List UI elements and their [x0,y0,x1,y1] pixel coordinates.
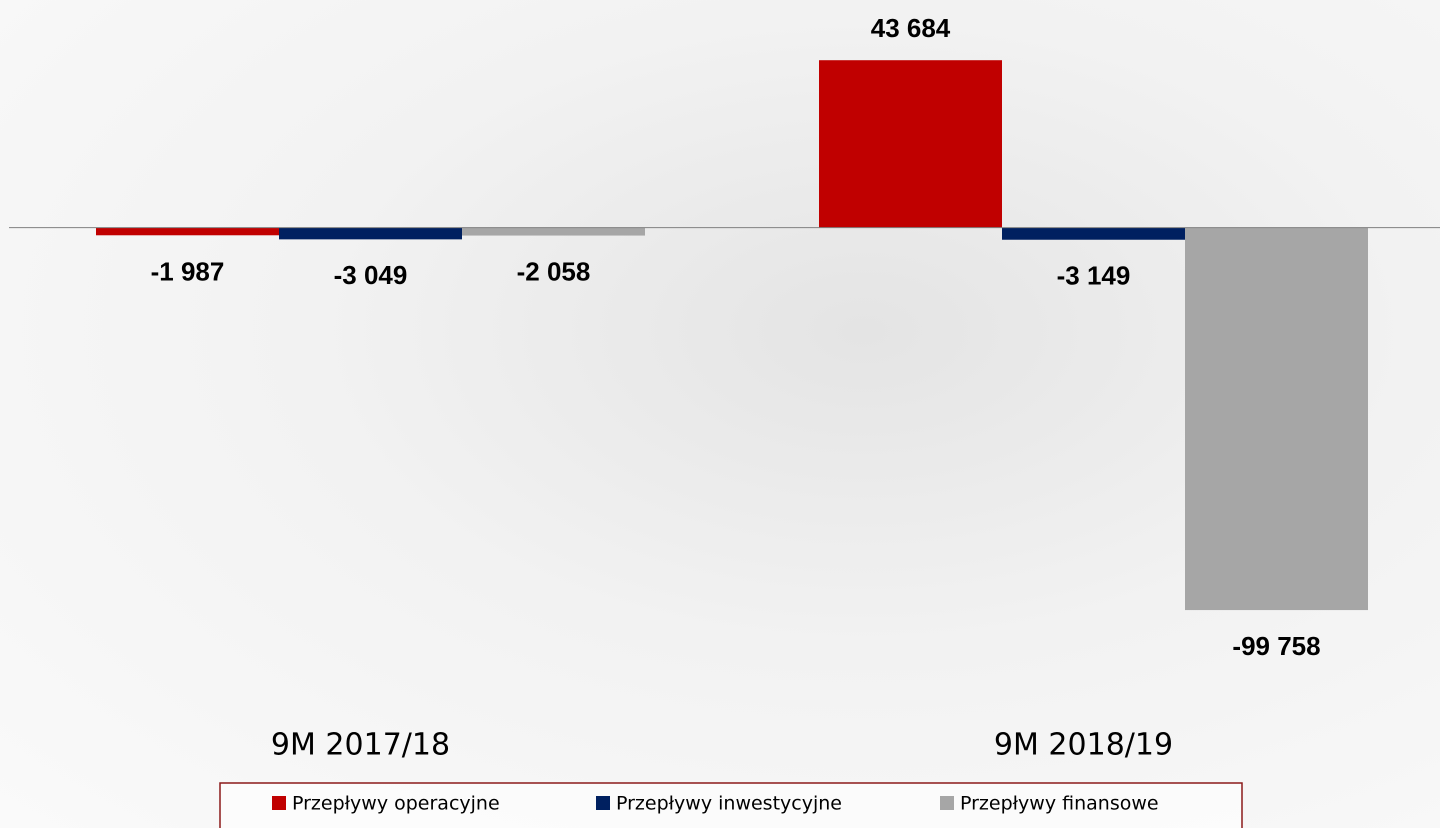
bar [1002,227,1185,240]
bar [462,227,645,236]
value-label: 43 684 [871,13,951,43]
legend-swatch [940,796,954,810]
bar [96,227,279,236]
legend-swatch [272,796,286,810]
value-label: -3 149 [1057,261,1131,291]
legend-box [219,782,1243,828]
legend-label: Przepływy finansowe [960,793,1159,815]
value-label: -1 987 [151,257,225,287]
value-label: -99 758 [1232,631,1320,661]
value-label: -3 049 [334,260,408,290]
x-tick-label: 9M 2017/18 [271,728,450,763]
value-label: -2 058 [517,257,591,287]
bar [819,60,1002,228]
legend-label: Przepływy inwestycyjne [616,793,842,815]
x-tick-label: 9M 2018/19 [994,728,1173,763]
bar [279,227,462,240]
legend-label: Przepływy operacyjne [292,793,500,815]
legend-swatch [596,796,610,810]
bar [1185,227,1368,611]
